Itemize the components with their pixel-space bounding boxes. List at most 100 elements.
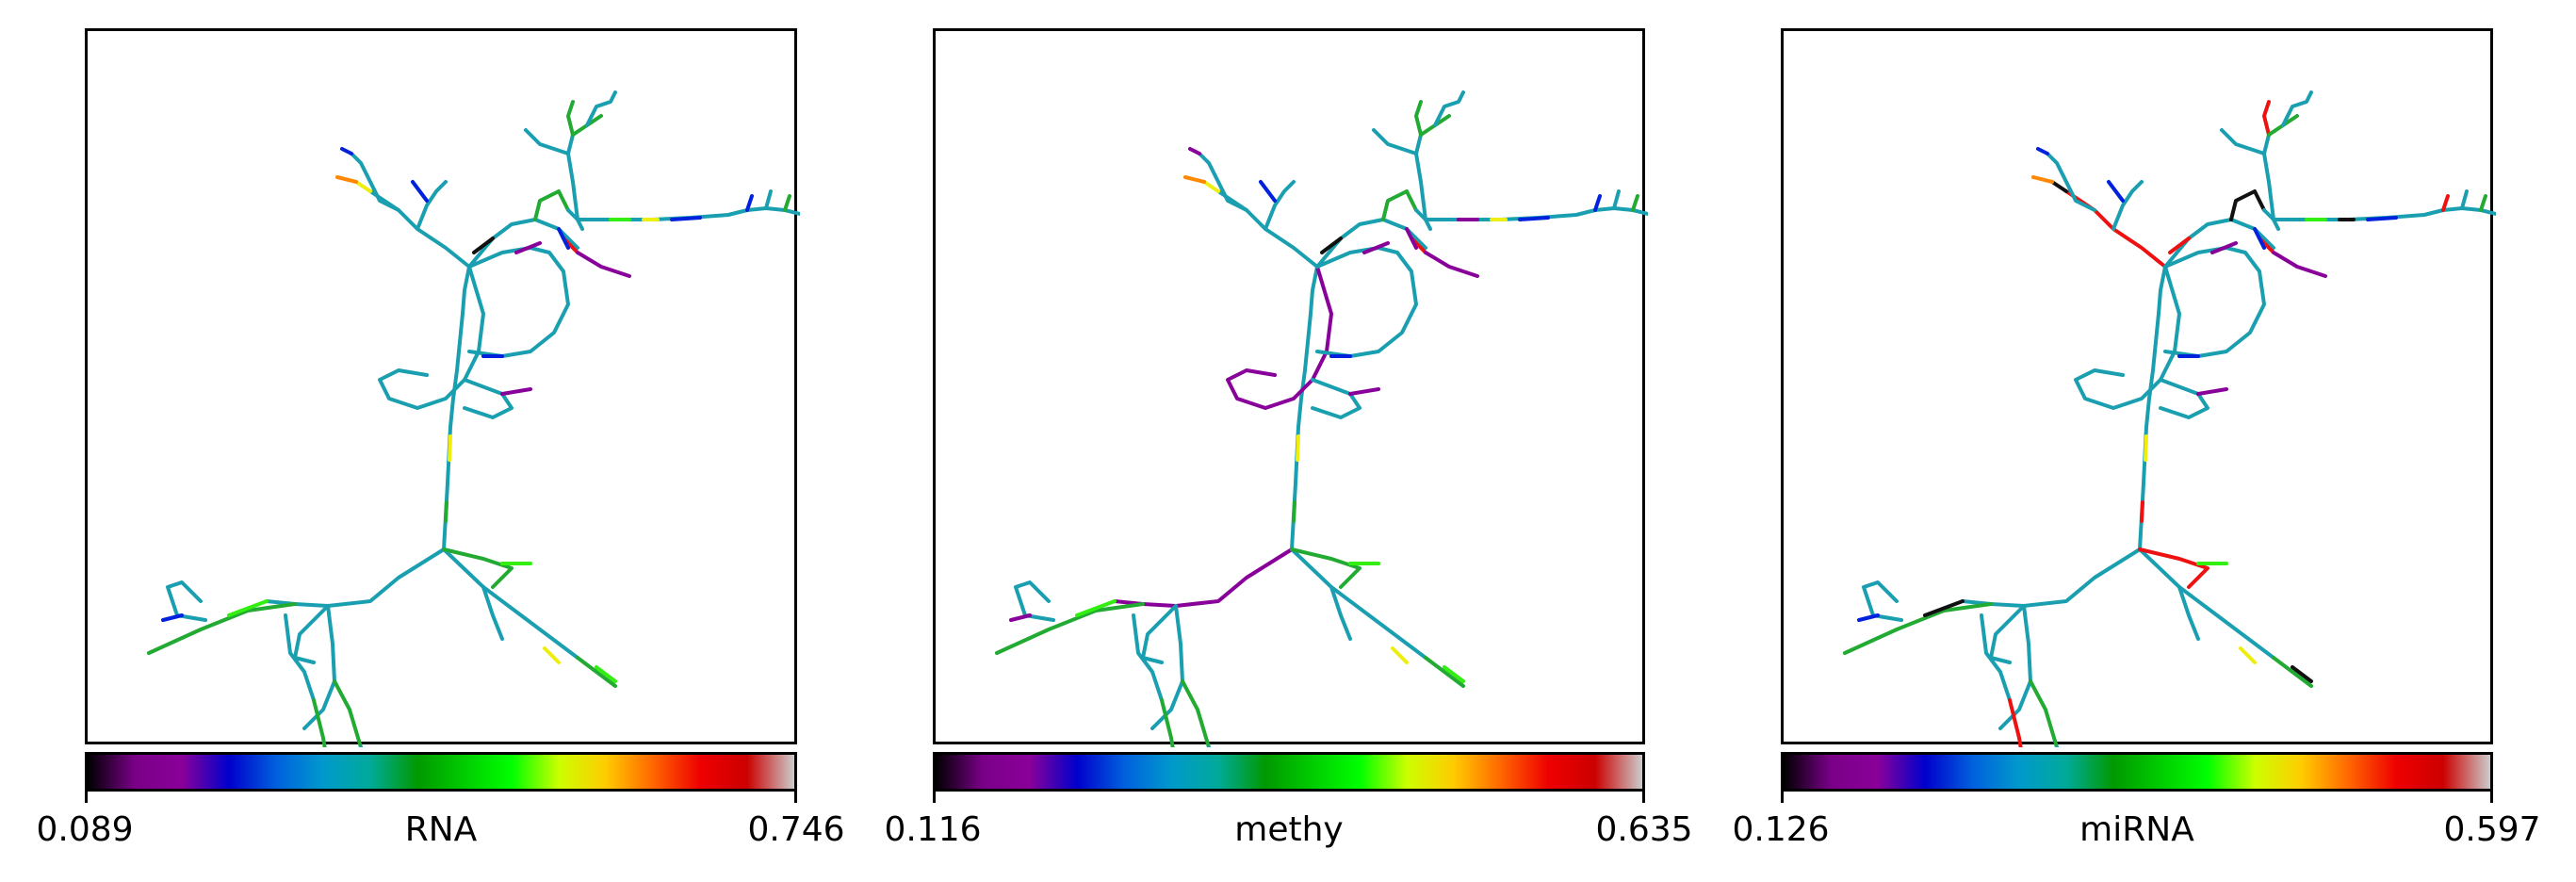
tree-edge (161, 613, 184, 622)
tree-edge (500, 387, 532, 396)
tree-edge (2262, 100, 2271, 137)
tree-edge (566, 133, 579, 221)
tree-edge (2107, 180, 2125, 203)
tree-edge (2272, 251, 2327, 278)
tree-edge (1183, 175, 1206, 184)
tree-edge (312, 698, 327, 747)
tree-edge (1113, 547, 1294, 608)
tree-edge (1989, 604, 2026, 664)
tree-edge (1259, 180, 1277, 203)
tree-edge (576, 656, 617, 688)
tree-edge (1405, 227, 1418, 250)
tree-edge (442, 547, 514, 589)
tree-edge (557, 227, 570, 250)
tree-graph-methy (995, 90, 1648, 747)
tree-edge (2220, 128, 2266, 155)
tree-edge (2168, 237, 2191, 254)
colorbar-title: miRNA (2079, 810, 2194, 849)
tree-edge (1315, 246, 1418, 358)
tree-edge (1009, 613, 1032, 622)
tree-edge (293, 604, 330, 664)
tree-edge (1188, 147, 1201, 155)
tree-edge (378, 265, 485, 410)
tree-edge (2050, 180, 2068, 193)
tree-edge (284, 613, 316, 702)
colorbar-max-label: 0.597 (2443, 810, 2541, 849)
tree-edge (2291, 665, 2313, 683)
tree-edge (764, 189, 773, 210)
tree-edge (463, 378, 514, 419)
tree-edge (411, 180, 429, 203)
tree-edge (1348, 387, 1380, 396)
tree-edge (1518, 216, 1550, 221)
colorbar-methy (933, 752, 1645, 792)
tree-edge (2366, 216, 2398, 221)
tree-edge (783, 194, 791, 212)
colorbar-tick-min (1781, 792, 1784, 803)
tree-edge (1362, 241, 1390, 254)
tree-edge (2196, 387, 2228, 396)
tree-edge (1857, 613, 1880, 622)
tree-edge (340, 147, 353, 155)
tree-edge (442, 265, 471, 551)
tree-edge (265, 547, 446, 608)
tree-graph-rna (147, 90, 800, 747)
tree-edge (1381, 189, 1418, 221)
tree-edge (444, 500, 448, 523)
tree-edge (2138, 547, 2209, 589)
tree-edge (333, 679, 363, 747)
tree-edge (1923, 599, 1965, 617)
tree-edge (1372, 128, 1418, 155)
tree-edge (533, 189, 570, 221)
tree-edge (1181, 679, 1211, 747)
tree-edge (1290, 547, 1361, 589)
tree-edge (227, 599, 269, 617)
tree-edge (2163, 246, 2266, 358)
tree-edge (1961, 547, 2142, 608)
tree-edge (472, 237, 495, 254)
tree-edge (2140, 500, 2144, 523)
tree-edge (1980, 613, 2012, 702)
tree-edge (1141, 604, 1178, 664)
colorbar-title: RNA (404, 810, 478, 849)
tree-edge (1290, 547, 1427, 660)
colorbar-min-label: 0.126 (1732, 810, 1830, 849)
colorbar-max-label: 0.635 (1595, 810, 1693, 849)
colorbar-max-label: 0.746 (747, 810, 845, 849)
colorbar-tick-min (933, 792, 936, 803)
colorbar-tick-max (2490, 792, 2493, 803)
colorbar-tick-min (85, 792, 88, 803)
tree-edge (2229, 189, 2266, 221)
tree-edge (576, 251, 631, 278)
tree-edge (1320, 237, 1343, 254)
tree-edge (354, 180, 372, 193)
tree-edge (514, 241, 542, 254)
tree-edge (166, 580, 207, 622)
tree-edge (1292, 500, 1296, 523)
tree-edge (1593, 194, 1602, 212)
tree-edge (2144, 434, 2148, 462)
tree-edge (2159, 378, 2209, 419)
tree-edge (2008, 698, 2023, 747)
tree-edge (1290, 265, 1319, 551)
tree-edge (2239, 646, 2257, 664)
colorbar-mirna (1781, 752, 2493, 792)
tree-edge (2460, 189, 2469, 210)
tree-edge (335, 175, 358, 184)
tree-edge (2441, 194, 2450, 212)
tree-edge (2046, 152, 2096, 212)
tree-edge (416, 180, 448, 231)
tree-edge (1264, 180, 1296, 231)
tree-edge (350, 152, 400, 212)
tree-edge (2036, 147, 2049, 155)
tree-edge (481, 585, 504, 641)
tree-edge (1433, 90, 1465, 127)
tree-edge (1226, 265, 1333, 410)
tree-edge (1414, 100, 1423, 137)
tree-edge (585, 90, 617, 127)
tree-edge (2272, 656, 2313, 688)
tree-edge (2031, 175, 2054, 184)
tree-edge (2177, 585, 2200, 641)
plot-frame-methy (933, 28, 1648, 747)
tree-graph-mirna (1843, 90, 2496, 747)
